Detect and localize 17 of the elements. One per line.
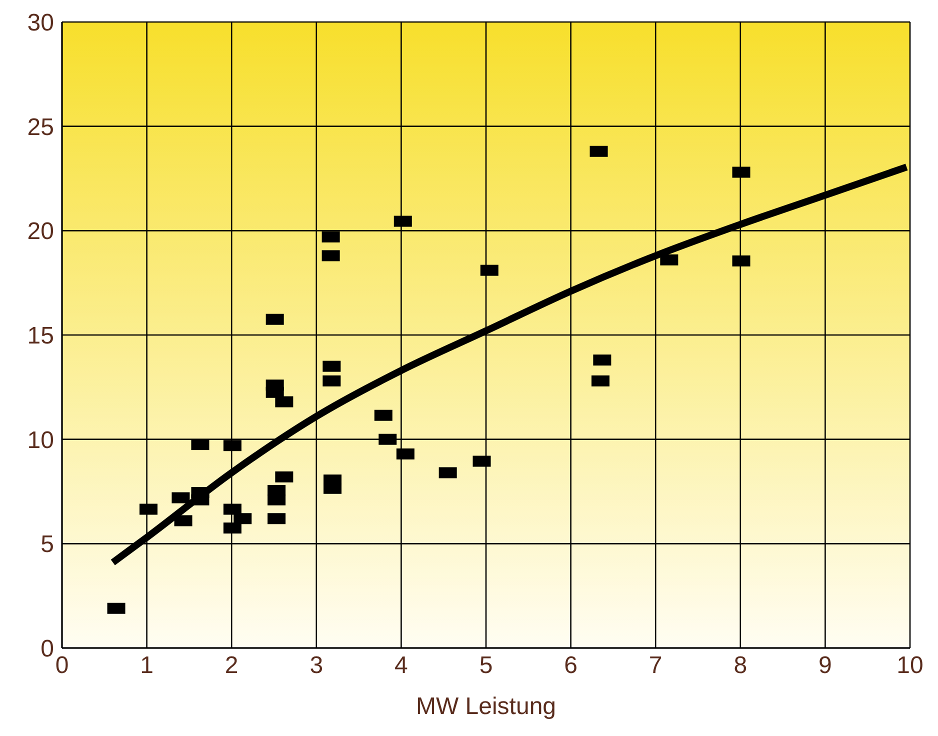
x-tick-label: 5 [479,652,493,680]
y-tick-label: 10 [27,426,54,454]
x-tick-label: 6 [564,652,578,680]
x-tick-label: 2 [224,652,238,680]
x-tick-label: 1 [140,652,154,680]
y-tick-label: 5 [40,531,54,558]
y-tick-label: 30 [27,10,54,37]
x-axis-title: MW Leistung [416,693,556,720]
x-tick-label: 10 [896,652,924,680]
y-tick-label: 20 [27,218,54,246]
x-tick-label: 7 [648,652,662,680]
x-tick-label: 9 [818,652,832,680]
x-tick-label: 3 [310,652,324,680]
x-tick-label: 8 [734,652,748,680]
y-tick-label: 25 [27,114,54,141]
y-tick-label: 15 [27,322,54,350]
x-tick-label: 4 [394,652,408,680]
